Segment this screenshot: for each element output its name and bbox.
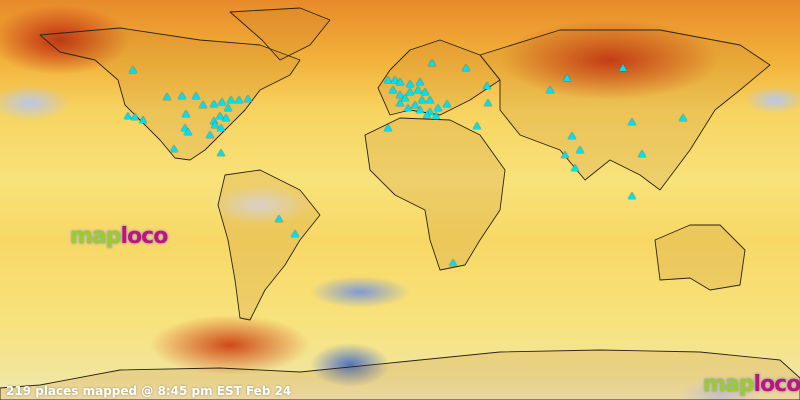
place-marker-triangle-icon[interactable] [411, 101, 419, 108]
place-marker-triangle-icon[interactable] [416, 78, 424, 85]
australia [654, 224, 746, 291]
place-marker-triangle-icon[interactable] [546, 86, 554, 93]
place-marker-triangle-icon[interactable] [561, 151, 569, 158]
place-marker-triangle-icon[interactable] [227, 96, 235, 103]
place-marker-triangle-icon[interactable] [139, 116, 147, 123]
place-marker-triangle-icon[interactable] [184, 128, 192, 135]
place-marker-triangle-icon[interactable] [432, 112, 440, 119]
place-marker-triangle-icon[interactable] [206, 131, 214, 138]
place-marker-triangle-icon[interactable] [401, 94, 409, 101]
place-marker-triangle-icon[interactable] [443, 100, 451, 107]
place-marker-triangle-icon[interactable] [473, 122, 481, 129]
africa [364, 117, 506, 271]
logo-part-loco: loco [120, 224, 169, 249]
place-marker-triangle-icon[interactable] [423, 111, 431, 118]
place-marker-triangle-icon[interactable] [391, 76, 399, 83]
status-text: 219 places mapped @ 8:45 pm EST Feb 24 [6, 384, 292, 398]
place-marker-triangle-icon[interactable] [199, 101, 207, 108]
place-marker-triangle-icon[interactable] [449, 259, 457, 266]
place-marker-triangle-icon[interactable] [291, 230, 299, 237]
place-marker-triangle-icon[interactable] [571, 164, 579, 171]
antarctica [0, 349, 800, 400]
place-marker-triangle-icon[interactable] [396, 91, 404, 98]
place-marker-triangle-icon[interactable] [416, 106, 424, 113]
place-marker-triangle-icon[interactable] [244, 95, 252, 102]
place-marker-triangle-icon[interactable] [462, 64, 470, 71]
place-marker-triangle-icon[interactable] [396, 99, 404, 106]
place-marker-triangle-icon[interactable] [434, 104, 442, 111]
place-marker-triangle-icon[interactable] [235, 96, 243, 103]
place-marker-triangle-icon[interactable] [163, 93, 171, 100]
logo-part-map: map [703, 372, 755, 397]
greenland [229, 7, 331, 61]
place-marker-triangle-icon[interactable] [389, 86, 397, 93]
place-marker-triangle-icon[interactable] [210, 117, 218, 124]
place-marker-triangle-icon[interactable] [275, 215, 283, 222]
asia [479, 29, 771, 191]
place-marker-triangle-icon[interactable] [568, 132, 576, 139]
place-marker-triangle-icon[interactable] [178, 92, 186, 99]
place-marker-triangle-icon[interactable] [182, 110, 190, 117]
place-marker-triangle-icon[interactable] [563, 74, 571, 81]
place-marker-triangle-icon[interactable] [628, 192, 636, 199]
place-marker-triangle-icon[interactable] [211, 121, 219, 128]
place-marker-triangle-icon[interactable] [384, 76, 392, 83]
place-marker-triangle-icon[interactable] [426, 96, 434, 103]
place-marker-triangle-icon[interactable] [483, 82, 491, 89]
place-marker-triangle-icon[interactable] [131, 113, 139, 120]
logo-part-map: map [70, 224, 122, 249]
place-marker-triangle-icon[interactable] [210, 100, 218, 107]
place-marker-triangle-icon[interactable] [218, 98, 226, 105]
place-marker-triangle-icon[interactable] [638, 150, 646, 157]
place-marker-triangle-icon[interactable] [628, 118, 636, 125]
place-marker-triangle-icon[interactable] [428, 59, 436, 66]
maploco-logo-corner[interactable]: maploco [703, 372, 800, 397]
place-marker-triangle-icon[interactable] [421, 88, 429, 95]
place-marker-triangle-icon[interactable] [406, 80, 414, 87]
place-marker-triangle-icon[interactable] [619, 64, 627, 71]
place-marker-triangle-icon[interactable] [181, 124, 189, 131]
place-marker-triangle-icon[interactable] [222, 114, 230, 121]
maploco-logo: maploco [70, 224, 169, 249]
place-marker-triangle-icon[interactable] [192, 92, 200, 99]
logo-part-loco: loco [753, 372, 800, 397]
place-marker-triangle-icon[interactable] [406, 88, 414, 95]
south-america [217, 169, 321, 321]
place-marker-triangle-icon[interactable] [418, 96, 426, 103]
place-marker-triangle-icon[interactable] [224, 104, 232, 111]
place-marker-triangle-icon[interactable] [679, 114, 687, 121]
place-marker-triangle-icon[interactable] [404, 104, 412, 111]
place-marker-triangle-icon[interactable] [484, 99, 492, 106]
place-marker-triangle-icon[interactable] [129, 66, 137, 73]
place-marker-triangle-icon[interactable] [384, 124, 392, 131]
place-marker-triangle-icon[interactable] [216, 112, 224, 119]
place-marker-triangle-icon[interactable] [124, 112, 132, 119]
place-marker-triangle-icon[interactable] [217, 149, 225, 156]
place-marker-triangle-icon[interactable] [170, 145, 178, 152]
place-marker-triangle-icon[interactable] [217, 124, 225, 131]
place-marker-triangle-icon[interactable] [576, 146, 584, 153]
place-marker-triangle-icon[interactable] [396, 78, 404, 85]
place-marker-triangle-icon[interactable] [414, 86, 422, 93]
